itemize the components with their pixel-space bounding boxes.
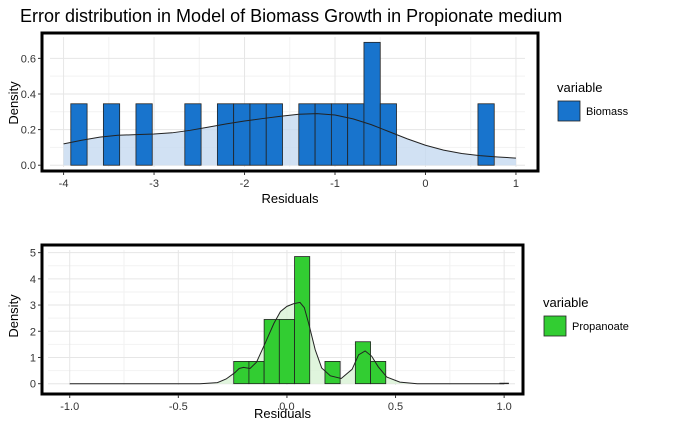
histogram-bar	[370, 361, 387, 385]
x-tick-label: 0.0	[279, 401, 294, 413]
histogram-bar	[294, 256, 311, 385]
x-tick-label: 0.5	[388, 401, 403, 413]
density-line	[63, 113, 516, 159]
histogram-bar	[216, 103, 235, 166]
histogram-bar	[233, 361, 250, 385]
x-axis-label: Residuals	[254, 406, 312, 421]
legend-label: Biomass	[586, 106, 629, 118]
histogram-bar	[314, 103, 332, 166]
legend-swatch	[543, 315, 567, 337]
legend-title: variable	[557, 80, 603, 95]
x-tick-label: -3	[149, 178, 159, 190]
histogram-bar	[298, 103, 316, 166]
y-tick-label: 0.4	[21, 89, 36, 101]
y-tick-label: 0.0	[21, 160, 36, 172]
density-area	[63, 113, 516, 166]
y-tick-label: 0	[30, 379, 36, 391]
x-tick-label: -4	[59, 178, 69, 190]
x-tick-label: -1	[330, 178, 340, 190]
histogram-bar	[70, 103, 88, 166]
histogram-bar	[363, 41, 381, 166]
plot-frame	[40, 243, 525, 396]
y-tick-label: 4	[30, 274, 36, 286]
y-axis-label: Density	[6, 81, 21, 125]
x-tick-label: 0	[422, 178, 428, 190]
y-tick-label: 5	[30, 248, 36, 260]
x-tick-label: -1.0	[60, 401, 79, 413]
histogram-bar	[249, 103, 267, 166]
histogram-bar	[233, 103, 251, 166]
histogram-bar	[265, 103, 283, 166]
density-line	[69, 301, 505, 385]
y-axis-label: Density	[6, 294, 21, 338]
x-tick-label: 1.0	[496, 401, 511, 413]
legend-label: Propanoate	[572, 321, 629, 333]
histogram-bar	[324, 361, 341, 385]
histogram-bar	[278, 319, 295, 385]
histogram-bar	[248, 361, 265, 385]
y-tick-label: 2	[30, 326, 36, 338]
biomass-histogram-panel: -4 -3 -2 -1 0 1 0.0 0.2 0.4 0.6 Residuals Density va…	[6, 31, 629, 206]
y-tick-label: 3	[30, 300, 36, 312]
histogram-bar	[477, 103, 495, 166]
histogram-bar	[347, 103, 365, 166]
x-tick-label: 1	[513, 178, 519, 190]
x-axis-label: Residuals	[261, 191, 319, 206]
histogram-bar	[184, 103, 202, 166]
x-tick-label: -0.5	[169, 401, 188, 413]
y-tick-label: 0.6	[21, 53, 36, 65]
x-tick-label: -2	[240, 178, 250, 190]
y-tick-label: 0.2	[21, 125, 36, 137]
histogram-bar	[102, 103, 121, 166]
histogram-bar	[354, 341, 371, 385]
legend-title: variable	[543, 295, 589, 310]
histogram-bar	[379, 103, 397, 166]
propanoate-histogram-panel: -1.0 -0.5 0.0 0.5 1.0 0 1 2 3 4 5 Residuals Density v…	[6, 243, 629, 421]
histogram-bar	[330, 103, 349, 166]
figure-title: Error distribution in Model of Biomass G…	[20, 6, 562, 26]
legend-swatch	[557, 100, 581, 122]
plot-frame	[40, 31, 540, 173]
y-tick-label: 1	[30, 352, 36, 364]
